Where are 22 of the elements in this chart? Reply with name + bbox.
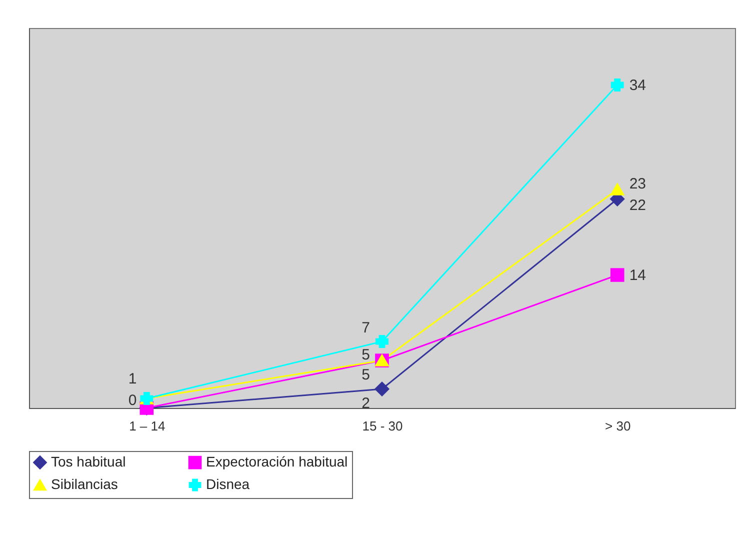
data-label: 22 — [629, 197, 646, 214]
data-label: 5 — [362, 346, 370, 364]
data-label: 0 — [128, 392, 137, 409]
point — [610, 78, 624, 92]
data-label: 14 — [629, 267, 646, 284]
x-tick-label: 15 - 30 — [362, 418, 403, 434]
legend-label: Disnea — [206, 476, 250, 492]
x-tick-label: > 30 — [604, 418, 631, 434]
point — [376, 335, 388, 348]
data-label: 34 — [629, 77, 646, 94]
legend-label: Expectoración habitual — [206, 454, 348, 470]
data-label: 1 — [128, 370, 137, 388]
point — [610, 184, 624, 196]
point — [374, 382, 390, 396]
data-label: 23 — [629, 176, 646, 192]
data-label: 5 — [362, 366, 370, 384]
point — [610, 268, 624, 282]
x-tick-label: 1 – 14 — [129, 418, 166, 434]
legend-label: Sibilancias — [51, 476, 118, 492]
data-label: 7 — [362, 320, 370, 336]
data-label: 2 — [362, 395, 370, 412]
legend-label: Tos habitual — [51, 453, 126, 470]
